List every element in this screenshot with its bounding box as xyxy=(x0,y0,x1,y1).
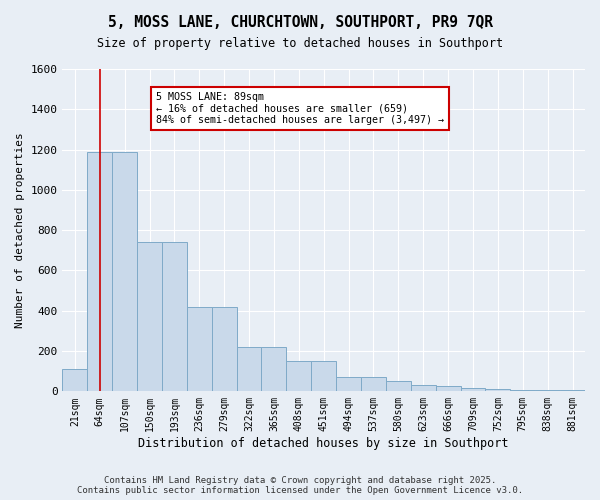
Text: 5, MOSS LANE, CHURCHTOWN, SOUTHPORT, PR9 7QR: 5, MOSS LANE, CHURCHTOWN, SOUTHPORT, PR9… xyxy=(107,15,493,30)
Bar xyxy=(511,390,535,392)
Bar xyxy=(436,386,461,392)
Bar xyxy=(336,377,361,392)
Bar xyxy=(535,390,560,392)
Bar xyxy=(88,152,112,392)
Bar xyxy=(236,347,262,392)
Text: Contains HM Land Registry data © Crown copyright and database right 2025.
Contai: Contains HM Land Registry data © Crown c… xyxy=(77,476,523,495)
Bar xyxy=(485,390,511,392)
Bar xyxy=(286,361,311,392)
Bar xyxy=(262,347,286,392)
Text: 5 MOSS LANE: 89sqm
← 16% of detached houses are smaller (659)
84% of semi-detach: 5 MOSS LANE: 89sqm ← 16% of detached hou… xyxy=(157,92,445,125)
Bar xyxy=(62,369,88,392)
Bar xyxy=(212,306,236,392)
Bar xyxy=(311,361,336,392)
Bar xyxy=(137,242,162,392)
Bar xyxy=(386,382,411,392)
Bar xyxy=(411,386,436,392)
Bar xyxy=(461,388,485,392)
Bar xyxy=(560,390,585,392)
Y-axis label: Number of detached properties: Number of detached properties xyxy=(15,132,25,328)
Bar xyxy=(361,377,386,392)
Bar xyxy=(112,152,137,392)
Bar xyxy=(187,306,212,392)
Text: Size of property relative to detached houses in Southport: Size of property relative to detached ho… xyxy=(97,38,503,51)
X-axis label: Distribution of detached houses by size in Southport: Distribution of detached houses by size … xyxy=(139,437,509,450)
Bar xyxy=(162,242,187,392)
